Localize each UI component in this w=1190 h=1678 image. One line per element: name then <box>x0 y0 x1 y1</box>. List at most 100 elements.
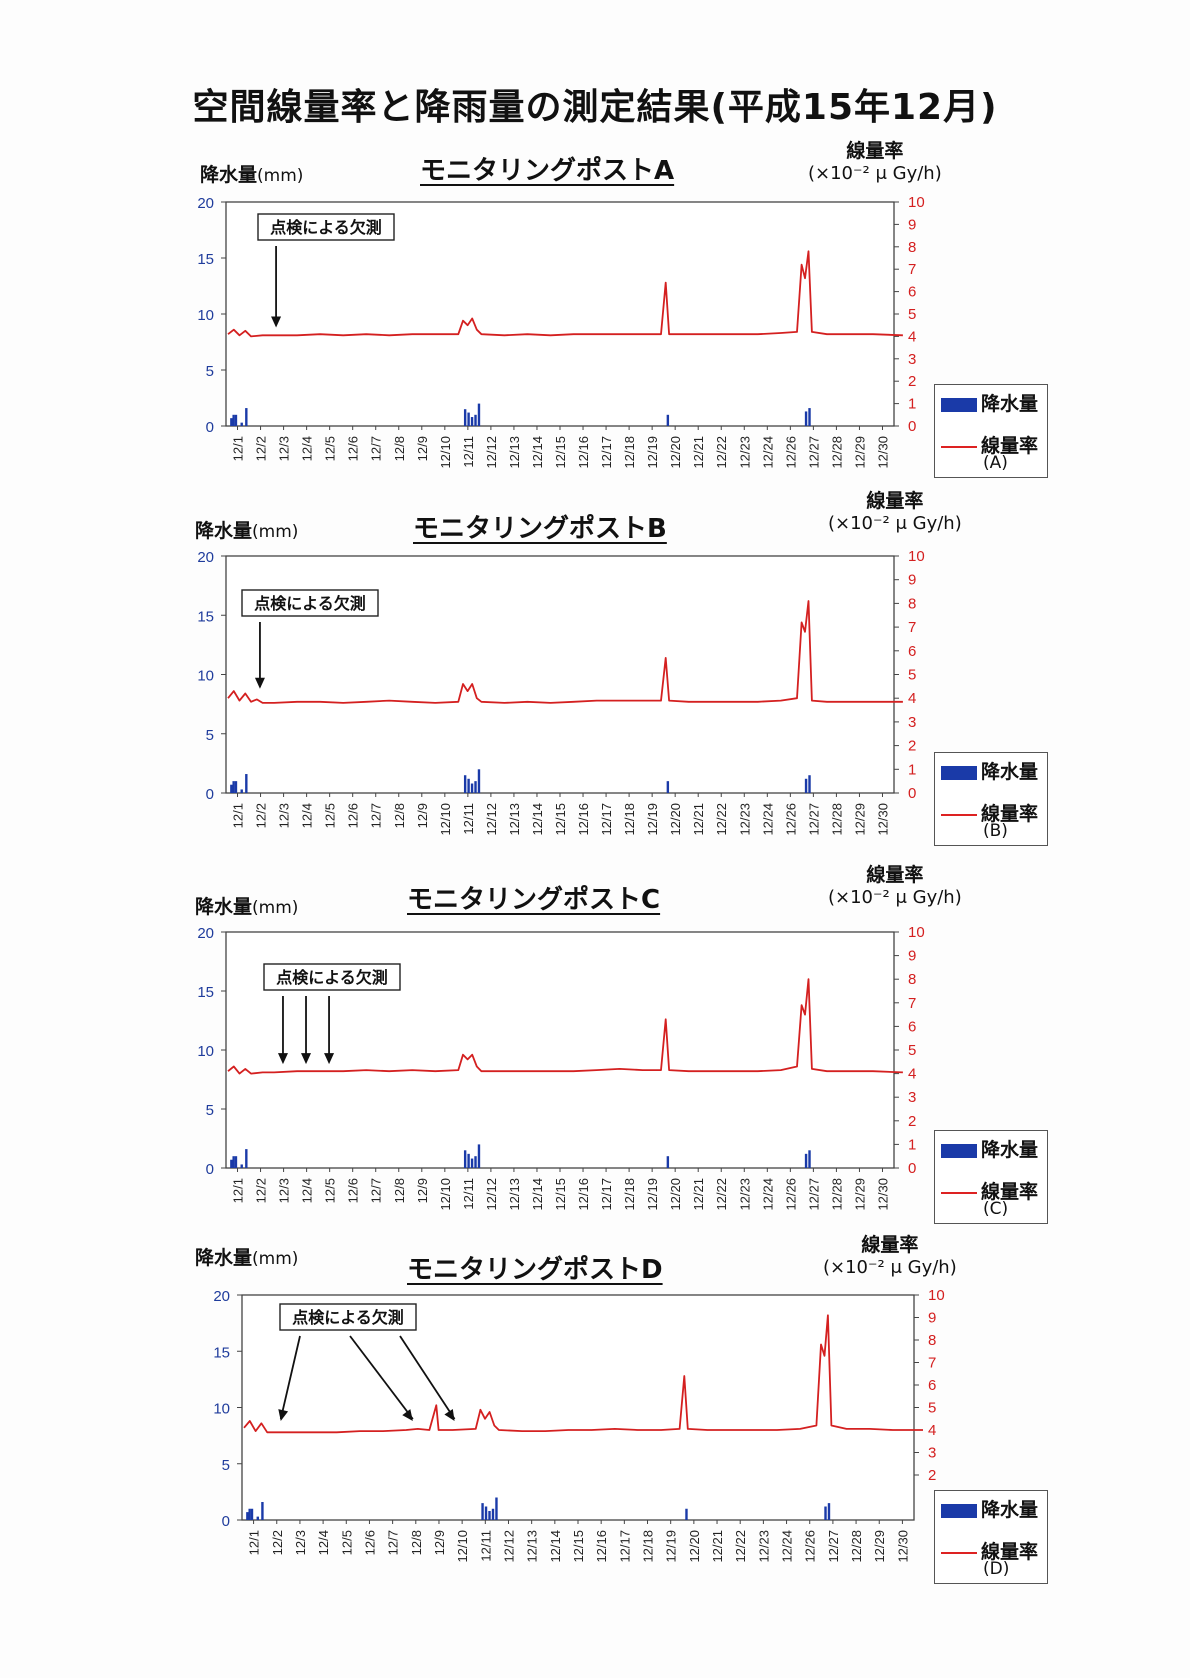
x-tick-label: 12/9 <box>415 436 430 461</box>
left-tick-label: 20 <box>197 195 214 212</box>
legend-label-dose: 線量率 <box>981 1181 1039 1203</box>
legend-label-rain: 降水量 <box>981 393 1039 415</box>
x-tick-label: 12/7 <box>386 1530 401 1555</box>
rain-bar <box>234 781 238 793</box>
x-tick-label: 12/22 <box>714 436 729 469</box>
right-tick-label: 9 <box>908 572 916 589</box>
x-tick-label: 12/10 <box>438 803 453 836</box>
rain-bar <box>234 1156 238 1168</box>
right-tick-label: 5 <box>908 667 916 684</box>
x-tick-label: 12/21 <box>691 1178 706 1211</box>
x-tick-label: 12/11 <box>461 803 476 835</box>
x-tick-label: 12/14 <box>530 803 545 836</box>
rain-bar <box>245 1149 248 1168</box>
rain-bar <box>488 1511 491 1520</box>
x-tick-label: 12/30 <box>875 1178 890 1211</box>
x-tick-label: 12/2 <box>254 436 269 461</box>
missing-data-annotation: 点検による欠測 <box>241 589 379 689</box>
x-tick-label: 12/16 <box>576 803 591 836</box>
rain-bar <box>234 414 238 426</box>
x-tick-label: 12/5 <box>323 1178 338 1203</box>
dose-line <box>243 1314 923 1434</box>
x-tick-label: 12/19 <box>664 1530 679 1563</box>
right-axis-label-unit: (×10⁻² μ Gy/h) <box>828 887 962 908</box>
legend-station-label: (C) <box>983 1199 1009 1219</box>
right-tick-label: 8 <box>908 239 916 256</box>
right-tick-label: 9 <box>908 216 916 233</box>
x-tick-label: 12/11 <box>461 1178 476 1210</box>
rain-bar <box>230 784 233 793</box>
chart-title: モニタリングポストB <box>413 514 667 544</box>
x-tick-label: 12/28 <box>829 436 844 469</box>
right-tick-label: 1 <box>908 396 916 413</box>
left-axis-label-unit: (mm) <box>252 898 299 918</box>
rain-bar <box>474 1156 477 1168</box>
x-tick-label: 12/17 <box>617 1530 632 1563</box>
x-tick-label: 12/20 <box>668 1178 683 1211</box>
x-tick-label: 12/15 <box>571 1530 586 1563</box>
legend-label-dose: 線量率 <box>981 803 1039 825</box>
legend-label-rain: 降水量 <box>981 1139 1039 1161</box>
legend-label-dose: 線量率 <box>981 435 1039 457</box>
x-tick-label: 12/3 <box>293 1530 308 1555</box>
x-tick-label: 12/26 <box>803 1530 818 1563</box>
x-tick-label: 12/28 <box>849 1530 864 1563</box>
right-tick-label: 7 <box>928 1355 936 1372</box>
x-tick-label: 12/24 <box>760 803 775 836</box>
x-tick-label: 12/28 <box>829 1178 844 1211</box>
legend-item-dose: 線量率 <box>941 431 1038 458</box>
x-tick-label: 12/8 <box>392 803 407 828</box>
left-tick-label: 10 <box>197 1043 214 1060</box>
left-axis-label-unit: (mm) <box>257 166 304 186</box>
annotation-arrow <box>399 1335 456 1420</box>
legend-swatch-rain <box>941 1503 977 1518</box>
chart-title: モニタリングポストC <box>407 885 661 915</box>
right-tick-label: 6 <box>928 1377 936 1394</box>
right-tick-label: 1 <box>908 1136 916 1153</box>
left-tick-label: 5 <box>206 727 214 744</box>
right-tick-label: 3 <box>928 1445 936 1462</box>
right-tick-label: 2 <box>908 1113 916 1130</box>
page-title: 空間線量率と降雨量の測定結果(平成15年12月) <box>192 87 998 128</box>
right-tick-label: 4 <box>908 1066 916 1083</box>
rain-bar <box>495 1497 498 1520</box>
x-tick-label: 12/13 <box>525 1530 540 1563</box>
rain-bar <box>467 412 470 426</box>
right-tick-label: 2 <box>908 373 916 390</box>
x-tick-label: 12/23 <box>737 1178 752 1211</box>
x-tick-label: 12/11 <box>478 1530 493 1562</box>
right-axis-label-unit: (×10⁻² μ Gy/h) <box>808 163 942 184</box>
x-tick-label: 12/23 <box>756 1530 771 1563</box>
annotation-text: 点検による欠測 <box>276 968 388 987</box>
x-tick-label: 12/18 <box>622 1178 637 1211</box>
legend-swatch-rain <box>941 765 977 780</box>
left-axis-label: 降水量(mm) <box>195 892 298 919</box>
x-tick-label: 12/15 <box>553 803 568 836</box>
x-tick-label: 12/26 <box>783 436 798 469</box>
right-tick-label: 3 <box>908 351 916 368</box>
rain-bar <box>232 414 235 426</box>
x-tick-label: 12/30 <box>875 803 890 836</box>
x-tick-label: 12/4 <box>300 436 315 461</box>
legend: 降水量線量率 (C) <box>934 1130 1048 1224</box>
x-tick-label: 12/10 <box>438 1178 453 1211</box>
annotation-box <box>279 1303 417 1331</box>
right-tick-label: 7 <box>908 995 916 1012</box>
right-tick-label: 6 <box>908 1018 916 1035</box>
x-tick-label: 12/1 <box>247 1530 262 1555</box>
rain-bar <box>230 418 233 426</box>
x-tick-label: 12/9 <box>415 803 430 828</box>
left-axis-label-main: 降水量 <box>195 896 253 918</box>
rain-bar <box>232 1156 235 1168</box>
right-tick-label: 10 <box>908 194 925 211</box>
rain-bar <box>463 775 467 793</box>
rain-bar <box>256 1516 259 1520</box>
x-tick-label: 12/12 <box>484 1178 499 1211</box>
x-tick-label: 12/11 <box>461 436 476 468</box>
right-tick-label: 5 <box>908 306 916 323</box>
rain-bar <box>240 1164 243 1168</box>
x-tick-label: 12/28 <box>829 803 844 836</box>
x-tick-label: 12/9 <box>432 1530 447 1555</box>
x-tick-label: 12/22 <box>714 1178 729 1211</box>
x-tick-label: 12/24 <box>760 436 775 469</box>
